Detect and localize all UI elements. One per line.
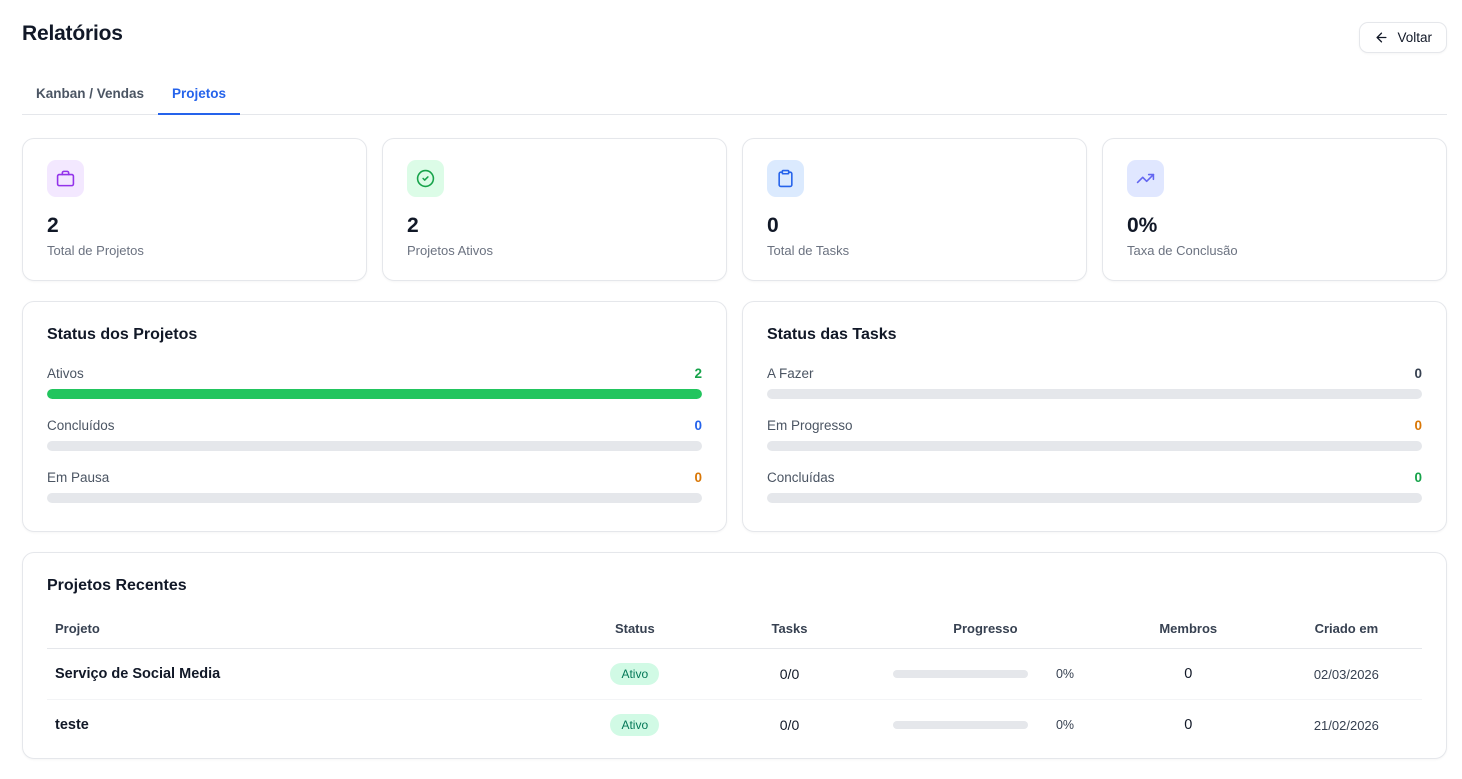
column-header-membros: Membros: [1105, 609, 1271, 649]
column-header-projeto: Projeto: [47, 609, 556, 649]
recent-projects-title: Projetos Recentes: [47, 577, 187, 594]
progress-bar-concluidos: [47, 441, 702, 451]
project-status-cell: Ativo: [556, 700, 714, 751]
status-badge: Ativo: [610, 663, 660, 685]
stat-value-projetos-ativos: 2: [407, 214, 419, 237]
trending-up-icon: [1127, 160, 1164, 197]
status-value-concluidos: 0: [694, 418, 702, 433]
status-row-concluidos: Concluídos 0: [47, 418, 702, 451]
table-row-servico-social-media[interactable]: Serviço de Social Media Ativo 0/0 0%: [47, 648, 1422, 700]
column-header-tasks: Tasks: [713, 609, 866, 649]
stat-label-total-tasks: Total de Tasks: [767, 243, 850, 258]
panel-title-status-tasks: Status das Tasks: [767, 326, 897, 343]
project-progress-cell: 0%: [865, 700, 1106, 751]
stat-label-total-projetos: Total de Projetos: [47, 243, 144, 258]
stat-card-taxa-conclusao: 0% Taxa de Conclusão: [1102, 138, 1447, 281]
stat-card-total-tasks: 0 Total de Tasks: [742, 138, 1087, 281]
column-header-progresso: Progresso: [865, 609, 1106, 649]
recent-projects-table: Projeto Status Tasks Progresso Membros C…: [47, 609, 1422, 750]
tab-projetos[interactable]: Projetos: [158, 86, 241, 115]
check-circle-icon: [407, 160, 444, 197]
status-label-a-fazer: A Fazer: [767, 366, 814, 381]
status-label-concluidas: Concluídas: [767, 470, 835, 485]
page-title: Relatórios: [22, 22, 123, 45]
status-value-ativos: 2: [694, 366, 702, 381]
column-header-criado-em: Criado em: [1270, 609, 1422, 649]
progress-bar-ativos: [47, 389, 702, 399]
stat-label-projetos-ativos: Projetos Ativos: [407, 243, 493, 258]
row-progress-bar: [892, 670, 1028, 678]
page-header: Relatórios Voltar: [22, 22, 1447, 53]
status-row-ativos: Ativos 2: [47, 366, 702, 399]
back-button[interactable]: Voltar: [1359, 22, 1447, 53]
stat-value-total-projetos: 2: [47, 214, 59, 237]
progress-bar-a-fazer: [767, 389, 1422, 399]
project-members: 0: [1105, 648, 1271, 700]
stat-card-projetos-ativos: 2 Projetos Ativos: [382, 138, 727, 281]
project-name: Serviço de Social Media: [47, 648, 556, 700]
arrow-left-icon: [1374, 30, 1389, 45]
project-members: 0: [1184, 717, 1193, 733]
panel-status-tasks: Status das Tasks A Fazer 0 Em Progresso …: [742, 301, 1447, 532]
project-progress-cell: 0%: [865, 648, 1106, 700]
status-label-concluidos: Concluídos: [47, 418, 115, 433]
status-panels: Status dos Projetos Ativos 2 Concluídos …: [22, 301, 1447, 532]
tab-kanban-vendas[interactable]: Kanban / Vendas: [36, 86, 145, 101]
status-value-concluidas: 0: [1414, 470, 1422, 485]
status-badge: Ativo: [610, 714, 660, 736]
status-row-concluidas: Concluídas 0: [767, 470, 1422, 503]
progress-bar-concluidas: [767, 493, 1422, 503]
briefcase-icon: [47, 160, 84, 197]
progress-bar-fill: [47, 389, 702, 399]
panel-status-projetos: Status dos Projetos Ativos 2 Concluídos …: [22, 301, 727, 532]
stat-value-taxa-conclusao: 0%: [1127, 214, 1158, 237]
progress-bar-em-pausa: [47, 493, 702, 503]
status-row-em-pausa: Em Pausa 0: [47, 470, 702, 503]
stat-value-total-tasks: 0: [767, 214, 779, 237]
status-row-a-fazer: A Fazer 0: [767, 366, 1422, 399]
status-label-em-progresso: Em Progresso: [767, 418, 853, 433]
row-progress-label: 0%: [1055, 718, 1075, 732]
back-button-label: Voltar: [1397, 30, 1432, 45]
status-value-em-progresso: 0: [1414, 418, 1422, 433]
status-label-em-pausa: Em Pausa: [47, 470, 110, 485]
clipboard-icon: [767, 160, 804, 197]
stat-label-taxa-conclusao: Taxa de Conclusão: [1127, 243, 1238, 258]
row-progress-label: 0%: [1055, 667, 1075, 681]
status-value-em-pausa: 0: [694, 470, 702, 485]
status-label-ativos: Ativos: [47, 366, 84, 381]
stat-card-total-projetos: 2 Total de Projetos: [22, 138, 367, 281]
project-tasks: 0/0: [779, 717, 800, 733]
table-row-teste[interactable]: teste Ativo 0/0 0% 0 21/02/: [47, 700, 1422, 751]
recent-projects-card: Projetos Recentes Projeto Status Tasks P…: [22, 552, 1447, 759]
table-header-row: Projeto Status Tasks Progresso Membros C…: [47, 609, 1422, 649]
progress-bar-em-progresso: [767, 441, 1422, 451]
status-value-a-fazer: 0: [1414, 366, 1422, 381]
column-header-status: Status: [555, 609, 714, 649]
stats-grid: 2 Total de Projetos 2 Projetos Ativos 0 …: [22, 138, 1447, 281]
row-progress-bar: [892, 721, 1028, 729]
project-created-date: 21/02/2026: [1313, 717, 1379, 733]
project-name: teste: [55, 717, 89, 733]
panel-title-status-projetos: Status dos Projetos: [47, 326, 198, 343]
status-row-em-progresso: Em Progresso 0: [767, 418, 1422, 451]
project-created-date: 02/03/2026: [1270, 648, 1422, 700]
project-status-cell: Ativo: [555, 648, 714, 700]
tab-bar: Kanban / Vendas Projetos: [22, 86, 1447, 115]
project-tasks: 0/0: [713, 648, 866, 700]
